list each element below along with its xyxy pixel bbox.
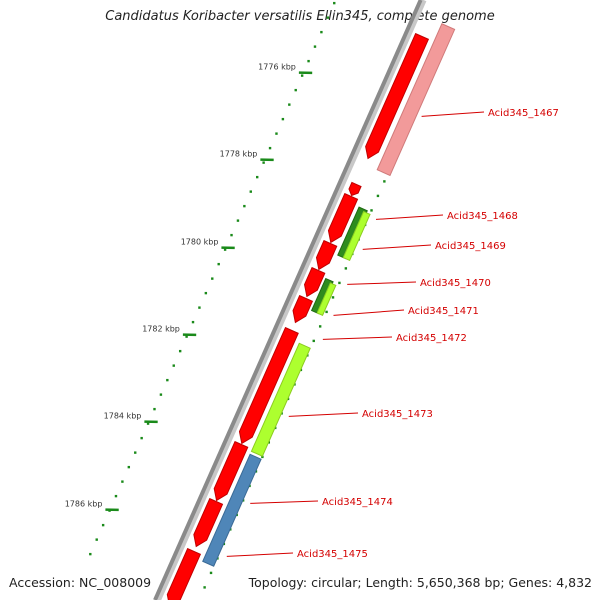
gene-arrow-1468 xyxy=(348,181,362,197)
minor-tick-dot xyxy=(172,364,175,367)
gene-arrow-1474 xyxy=(213,440,249,502)
minor-tick-dot xyxy=(236,219,240,222)
gene-arrow-1470a xyxy=(315,239,338,271)
minor-tick-dot xyxy=(178,349,182,353)
gene-bar-1469 xyxy=(342,210,371,262)
minor-tick-dot xyxy=(146,422,150,425)
minor-tick-dot xyxy=(268,146,272,150)
minor-tick-dot xyxy=(325,310,328,314)
gene-arrow-1473 xyxy=(238,326,299,445)
minor-tick-dot xyxy=(326,16,330,19)
minor-tick-dot xyxy=(185,335,188,338)
minor-tick-dot xyxy=(191,320,195,324)
minor-tick-dot xyxy=(376,194,380,198)
minor-tick-dot xyxy=(211,277,214,280)
minor-tick-dot xyxy=(261,455,264,459)
minor-tick-dot xyxy=(338,281,341,285)
gene-labels: Acid345_1467 Acid345_1468 Acid345_1469 Acid… xyxy=(226,108,559,560)
minor-tick-dot xyxy=(313,45,317,48)
gene-label-leader xyxy=(375,214,444,220)
topology-text: Topology: circular; Length: 5,650,368 bp… xyxy=(248,575,592,590)
minor-tick-dot xyxy=(230,233,233,237)
minor-tick-dot xyxy=(140,436,143,440)
gene-bar-1471 xyxy=(316,282,337,317)
minor-tick-dot xyxy=(383,180,386,183)
minor-tick-dot xyxy=(333,1,336,5)
gene-label-leader xyxy=(322,336,393,340)
minor-tick-dot xyxy=(243,204,246,208)
gene-label: Acid345_1474 xyxy=(322,497,393,508)
minor-tick-dot xyxy=(166,378,169,382)
minor-tick-dot xyxy=(370,209,373,212)
accession-text: Accession: NC_008009 xyxy=(9,575,152,590)
minor-tick-dot xyxy=(344,267,348,270)
gene-arrow-1475 xyxy=(193,497,224,548)
gene-label: Acid345_1471 xyxy=(408,306,479,317)
minor-tick-dot xyxy=(288,103,291,106)
gene-bar-1467 xyxy=(376,23,456,177)
minor-tick-dot xyxy=(127,465,131,469)
gene-label-leader xyxy=(362,244,432,250)
minor-tick-dot xyxy=(153,407,156,411)
backbone-shadow xyxy=(155,0,427,600)
minor-tick-dot xyxy=(159,393,163,396)
minor-tick-dot xyxy=(209,571,213,575)
minor-tick-dot xyxy=(134,451,137,454)
minor-tick-dot xyxy=(121,480,124,483)
minor-tick-dot xyxy=(89,552,92,556)
gene-bar-1475 xyxy=(202,453,262,567)
minor-tick-dot xyxy=(307,59,310,63)
minor-tick-dot xyxy=(312,339,315,343)
gene-label: Acid345_1472 xyxy=(396,333,467,344)
gene-bar-1473 xyxy=(250,342,311,457)
gene-label: Acid345_1469 xyxy=(435,241,506,252)
genome-backbone xyxy=(153,0,427,600)
gene-label-leader xyxy=(226,552,294,557)
gene-label-leader xyxy=(347,281,417,285)
minor-tick-dot xyxy=(203,586,206,589)
minor-tick-dot xyxy=(249,190,252,193)
gene-label-leader xyxy=(333,309,405,316)
minor-tick-dot xyxy=(281,117,285,121)
kbp-tick-label: 1784 kbp xyxy=(104,412,142,421)
minor-tick-dot xyxy=(101,523,105,527)
kbp-tick-label: 1776 kbp xyxy=(258,63,296,72)
minor-tick-dot xyxy=(300,74,304,77)
gene-arrow-1469 xyxy=(327,192,359,244)
minor-tick-dot xyxy=(114,494,118,498)
gene-label: Acid345_1473 xyxy=(362,409,433,420)
minor-tick-dot xyxy=(256,175,259,179)
kbp-tick-label: 1786 kbp xyxy=(65,500,103,509)
kbp-tick-label: 1782 kbp xyxy=(142,325,180,334)
minor-tick-dot xyxy=(294,88,297,92)
gene-arrow-1470 xyxy=(304,266,326,298)
gene-label: Acid345_1470 xyxy=(420,278,491,289)
gene-label-leader xyxy=(421,111,485,117)
minor-tick-dot xyxy=(331,296,335,299)
map-title: Candidatus Koribacter versatilis Ellin34… xyxy=(105,9,495,24)
gene-label: Acid345_1468 xyxy=(447,211,518,222)
minor-tick-dot xyxy=(275,132,278,135)
kbp-tick-label: 1780 kbp xyxy=(181,238,219,247)
kbp-tick-label: 1778 kbp xyxy=(220,150,258,159)
minor-tick-dot xyxy=(320,30,323,34)
gene-label: Acid345_1475 xyxy=(297,549,368,560)
minor-tick-dot xyxy=(95,538,98,541)
minor-tick-dot xyxy=(198,306,201,309)
gene-features xyxy=(166,23,456,600)
minor-tick-dot xyxy=(223,248,227,251)
gene-label-leader xyxy=(288,412,359,417)
gene-arrow-1471 xyxy=(292,294,314,324)
minor-tick-dot xyxy=(318,325,322,328)
minor-tick-dot xyxy=(217,262,220,266)
gene-arrow-next xyxy=(166,547,202,600)
backbone-line xyxy=(153,0,423,600)
gene-label-leader xyxy=(250,500,319,504)
minor-tick-dot xyxy=(262,161,265,164)
gene-arrow-1467 xyxy=(365,32,430,160)
gene-label: Acid345_1467 xyxy=(488,108,559,119)
minor-tick-dot xyxy=(204,291,208,295)
